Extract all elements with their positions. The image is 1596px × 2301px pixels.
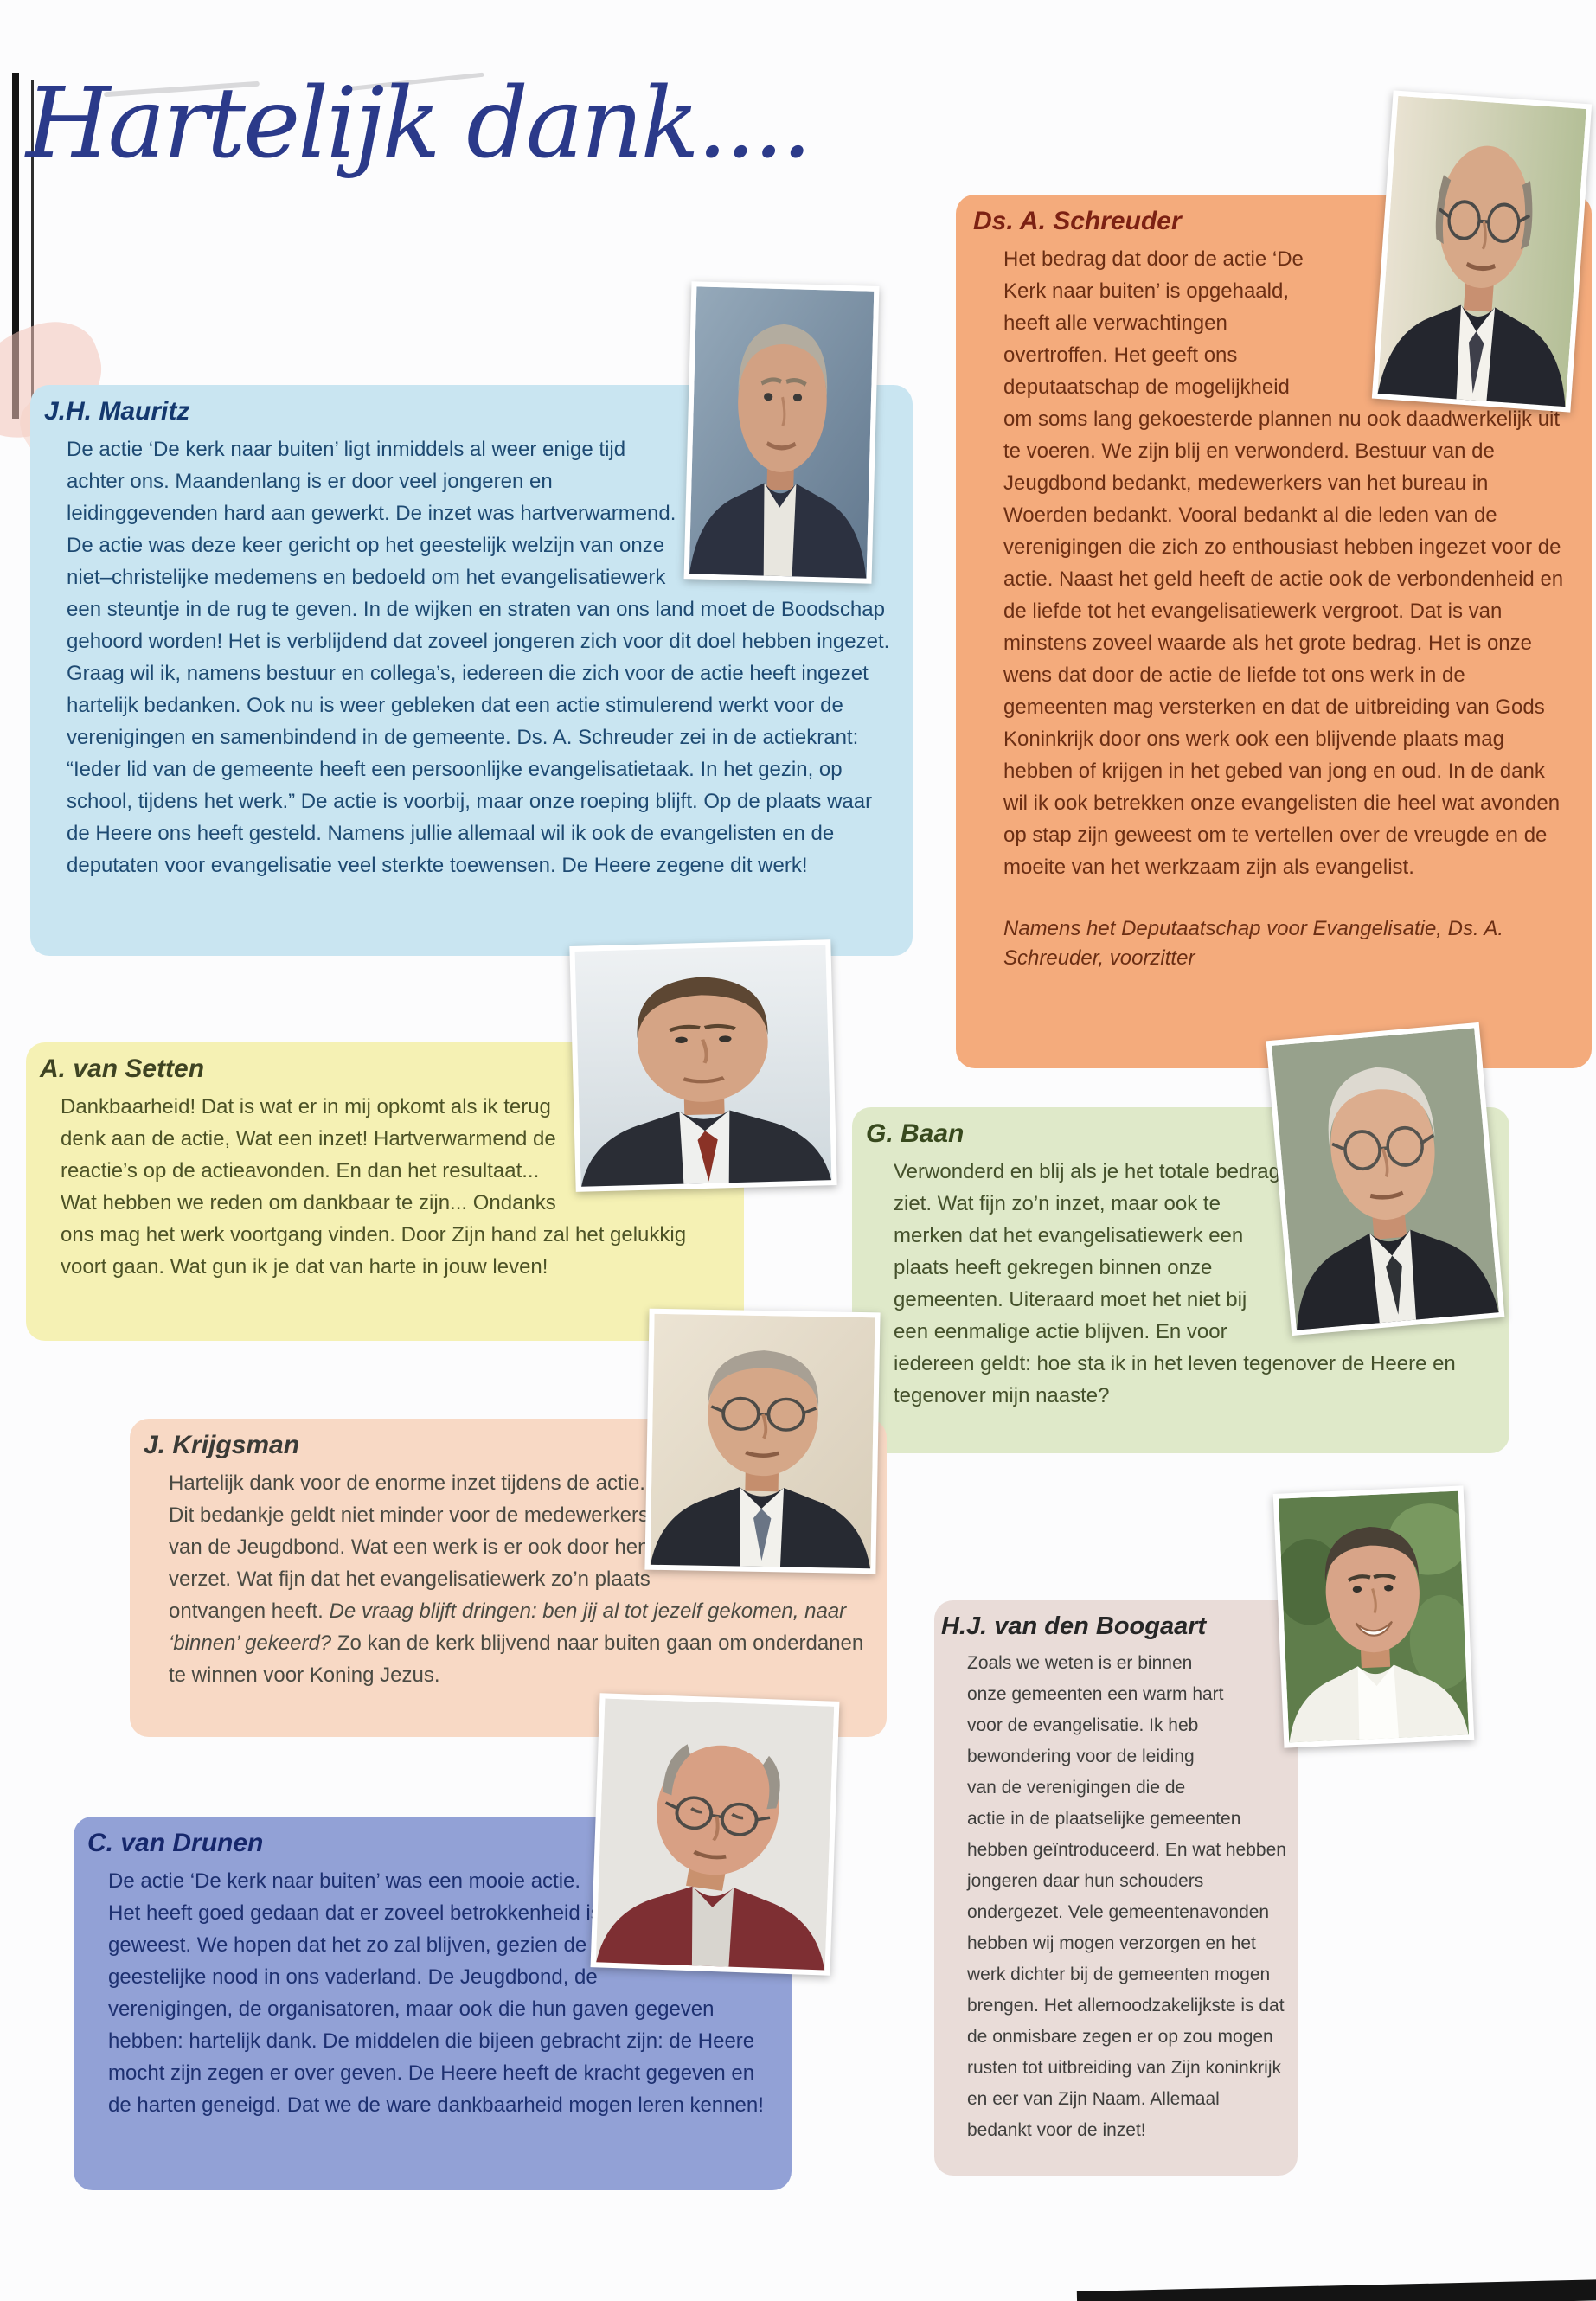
signature-ds-a-schreuder: Namens het Deputaatschap voor Evangelisa… — [1003, 917, 1504, 970]
block-heading-a-van-setten: A. van Setten — [40, 1054, 205, 1083]
block-heading-c-van-drunen: C. van Drunen — [87, 1829, 264, 1857]
block-body-g-baan: Verwonderd en blij als je het totale bed… — [894, 1156, 1494, 1412]
photo-j-krijgsman — [644, 1308, 881, 1574]
scan-edge-left-thick — [12, 73, 19, 419]
block-a-van-setten: A. van Setten Dankbaarheid! Dat is wat e… — [26, 1042, 744, 1341]
portrait-illustration — [689, 286, 875, 579]
block-body-c-van-drunen: De actie ‘De kerk naar buiten’ was een m… — [108, 1865, 778, 2121]
body-text-italic: De vraag blijft dringen: ben jij al tot … — [169, 1599, 847, 1655]
portrait-illustration — [1278, 1490, 1470, 1743]
photo-hj-van-den-boogaart — [1272, 1485, 1475, 1748]
body-text: De actie ‘De kerk naar buiten’ ligt inmi… — [67, 438, 890, 877]
block-heading-jh-mauritz: J.H. Mauritz — [44, 397, 190, 426]
scan-edge-bottom — [1076, 2279, 1596, 2301]
block-body-ds-a-schreuder: Het bedrag dat door de actie ‘De Kerk na… — [1003, 243, 1570, 883]
body-text: Zoals we weten is er binnen onze gemeent… — [967, 1653, 1286, 2140]
portrait-illustration — [595, 1698, 835, 1971]
block-hj-van-den-boogaart: H.J. van den Boogaart Zoals we weten is … — [934, 1600, 1298, 2176]
block-body-hj-van-den-boogaart: Zoals we weten is er binnen onze gemeent… — [967, 1648, 1287, 2146]
body-text: Zo kan de kerk blijvend naar buiten gaan… — [169, 1631, 864, 1687]
portrait-illustration — [1272, 1028, 1499, 1330]
block-j-krijgsman: J. Krijgsman Hartelijk dank voor de enor… — [130, 1419, 887, 1737]
block-jh-mauritz: J.H. Mauritz De actie ‘De kerk naar buit… — [30, 385, 913, 956]
block-heading-hj-van-den-boogaart: H.J. van den Boogaart — [941, 1612, 1207, 1640]
block-heading-j-krijgsman: J. Krijgsman — [144, 1431, 300, 1459]
photo-ds-a-schreuder — [1371, 90, 1593, 413]
block-ds-a-schreuder: Ds. A. Schreuder Het bedrag dat door de … — [956, 195, 1592, 1068]
photo-jh-mauritz — [683, 281, 880, 584]
block-body-a-van-setten: Dankbaarheid! Dat is wat er in mij opkom… — [61, 1091, 735, 1283]
block-heading-g-baan: G. Baan — [866, 1119, 965, 1148]
portrait-illustration — [574, 945, 832, 1187]
photo-c-van-drunen — [590, 1693, 840, 1976]
block-body-jh-mauritz: De actie ‘De kerk naar buiten’ ligt inmi… — [67, 433, 894, 881]
body-text: Dankbaarheid! Dat is wat er in mij opkom… — [61, 1095, 687, 1279]
body-text: Verwonderd en blij als je het totale bed… — [894, 1160, 1456, 1407]
body-text: De actie ‘De kerk naar buiten’ was een m… — [108, 1869, 764, 2117]
body-text: Het bedrag dat door de actie ‘De Kerk na… — [1003, 247, 1564, 879]
page-title: Hartelijk dank.... — [26, 67, 812, 180]
body-text: Hartelijk dank voor de enorme inzet tijd… — [169, 1471, 651, 1623]
block-body-j-krijgsman: Hartelijk dank voor de enorme inzet tijd… — [169, 1467, 871, 1691]
portrait-illustration — [650, 1313, 875, 1569]
photo-g-baan — [1266, 1022, 1505, 1336]
photo-a-van-setten — [569, 939, 837, 1192]
photo-text-wrap-spacer — [1227, 1648, 1287, 1778]
portrait-illustration — [1377, 95, 1586, 407]
block-heading-ds-a-schreuder: Ds. A. Schreuder — [973, 207, 1182, 235]
